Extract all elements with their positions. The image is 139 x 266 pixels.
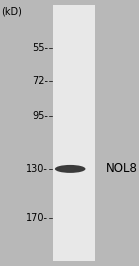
Text: 170-: 170- (26, 213, 48, 223)
Ellipse shape (55, 165, 85, 173)
Text: 130-: 130- (26, 164, 48, 174)
Text: NOL8: NOL8 (106, 163, 137, 175)
Ellipse shape (61, 167, 74, 171)
Text: 72-: 72- (32, 76, 48, 86)
Text: 95-: 95- (32, 111, 48, 121)
Text: 55-: 55- (32, 43, 48, 53)
FancyBboxPatch shape (53, 5, 95, 261)
Text: (kD): (kD) (1, 7, 22, 17)
